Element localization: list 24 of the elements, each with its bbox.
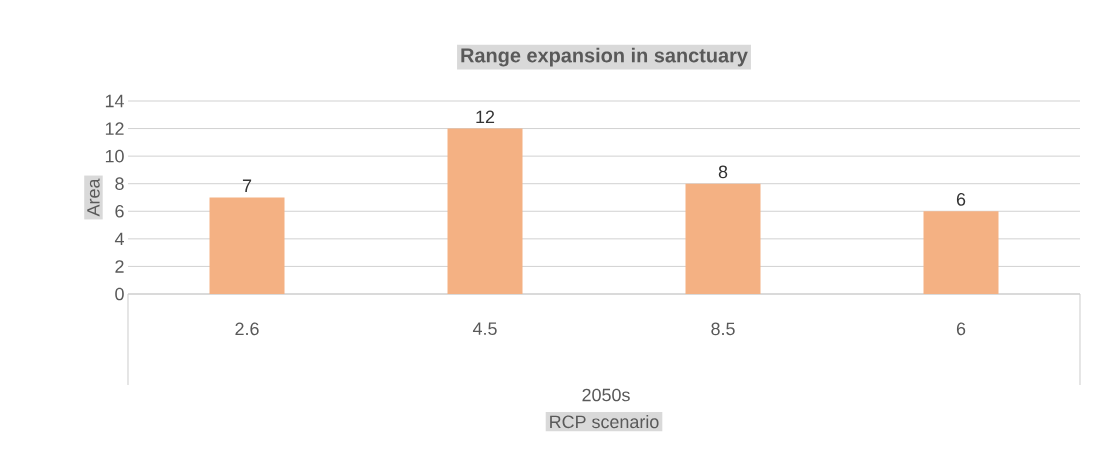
text: 2050s xyxy=(582,388,630,402)
data-label: 8 xyxy=(718,165,728,179)
y-tick-label: 8 xyxy=(115,177,124,191)
y-tick-label: 6 xyxy=(115,204,124,218)
data-label: 6 xyxy=(956,193,966,206)
x-tick-label: 2.6 xyxy=(235,322,259,336)
bar xyxy=(209,197,285,294)
x-tick-label: 4.5 xyxy=(472,322,497,336)
bar xyxy=(685,183,761,294)
bar xyxy=(923,211,999,294)
data-label: 12 xyxy=(476,110,495,124)
y-axis-title: Area xyxy=(87,178,100,217)
y-tick-label: 0 xyxy=(115,287,124,301)
y-tick-label: 14 xyxy=(105,94,124,108)
x-axis-title: RCP scenario xyxy=(550,415,659,429)
chart-title: Range expansion in sanctuary xyxy=(461,47,748,67)
bar xyxy=(447,128,523,294)
y-tick-label: 2 xyxy=(115,260,124,273)
y-tick-label: 10 xyxy=(105,149,124,163)
x-tick-label: 8.5 xyxy=(711,322,735,336)
y-tick-label: 4 xyxy=(114,232,124,246)
x-tick-label: 6 xyxy=(956,322,966,336)
y-tick-label: 12 xyxy=(105,122,124,135)
data-label: 7 xyxy=(242,179,252,192)
